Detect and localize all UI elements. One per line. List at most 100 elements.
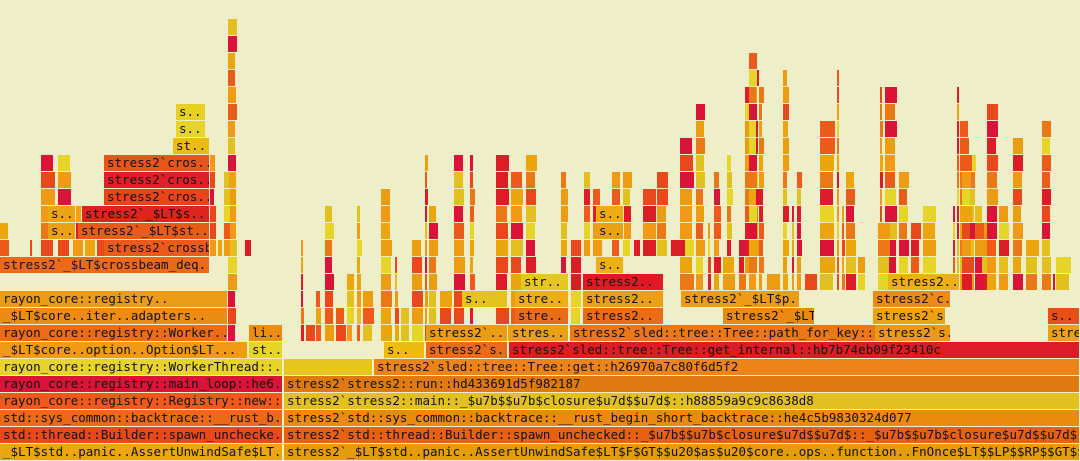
flame-frame[interactable] [1042,189,1051,205]
flame-frame[interactable]: stress2`std::thread::Builder::spawn_unch… [284,427,1080,444]
flame-frame[interactable] [885,172,895,188]
flame-frame[interactable] [792,274,794,290]
flame-frame[interactable] [987,172,997,188]
flame-frame[interactable] [759,223,764,239]
flame-frame[interactable] [454,223,464,239]
flame-frame[interactable] [425,223,427,239]
flame-frame[interactable]: str.. [521,274,569,291]
flame-frame[interactable] [957,121,959,137]
flame-frame[interactable] [526,189,536,205]
flame-frame[interactable] [224,206,230,222]
flame-frame[interactable] [429,206,436,222]
flame-frame[interactable] [526,240,535,256]
flame-frame[interactable] [228,172,236,188]
flame-frame[interactable] [797,274,801,290]
flame-frame[interactable] [511,223,523,239]
flame-frame[interactable] [837,240,839,256]
flame-frame[interactable] [755,70,759,86]
flame-frame[interactable] [767,274,780,290]
flame-frame[interactable] [363,308,374,324]
flame-frame[interactable] [470,172,473,188]
flame-frame[interactable] [696,274,703,290]
flame-frame[interactable] [1053,274,1055,290]
flame-frame[interactable] [783,70,787,86]
flame-frame[interactable] [749,189,756,205]
flame-frame[interactable] [759,138,764,154]
flame-frame[interactable] [727,189,733,205]
flame-frame[interactable] [316,308,321,324]
flame-frame[interactable] [425,257,427,273]
flame-frame[interactable] [301,257,303,273]
flame-frame[interactable] [749,172,757,188]
flame-frame[interactable] [714,240,719,256]
flame-frame[interactable] [571,291,581,307]
flame-frame[interactable] [837,70,839,86]
flame-frame[interactable] [842,257,844,273]
flame-frame[interactable] [363,325,372,341]
flame-frame[interactable] [842,206,844,222]
flame-frame[interactable] [41,172,55,188]
flame-frame[interactable] [623,206,631,222]
flame-frame[interactable] [1026,274,1037,290]
flame-frame[interactable] [783,257,787,273]
flame-frame[interactable] [97,240,104,256]
flame-frame[interactable] [885,206,897,222]
flame-frame[interactable] [429,240,438,256]
flame-frame[interactable] [885,189,896,205]
flame-frame[interactable] [696,206,704,222]
flame-frame[interactable] [820,172,833,188]
flame-frame[interactable] [962,189,970,205]
flame-frame[interactable] [999,206,1008,222]
flame-frame[interactable]: std::sys_common::backtrace::__rust_b... [0,410,283,427]
flame-frame[interactable] [412,257,422,273]
flame-frame[interactable] [228,274,237,290]
flame-frame[interactable] [957,257,959,273]
flame-frame[interactable] [696,189,703,205]
flame-frame[interactable] [970,206,974,222]
flame-frame[interactable] [401,308,409,324]
flame-frame[interactable] [749,138,756,154]
flame-frame[interactable] [880,189,882,205]
flame-frame[interactable] [792,206,794,222]
flame-frame[interactable] [412,274,422,290]
flame-frame[interactable] [755,138,758,154]
flame-frame[interactable] [454,274,465,290]
flame-frame[interactable] [858,274,865,290]
flame-frame[interactable] [846,274,856,290]
flame-frame[interactable] [228,53,235,69]
flame-frame[interactable] [842,223,844,239]
flame-frame[interactable] [657,223,666,239]
flame-frame[interactable] [1013,206,1021,222]
flame-frame[interactable]: stres.. [1048,325,1080,342]
flame-frame[interactable] [911,223,921,239]
flame-frame[interactable] [58,155,70,171]
flame-frame[interactable] [783,274,788,290]
flame-frame[interactable] [759,240,763,256]
flame-frame[interactable]: s.. [48,223,76,240]
flame-frame[interactable] [878,223,890,239]
flame-frame[interactable]: st.. [249,342,283,359]
flame-frame[interactable] [911,240,919,256]
flame-frame[interactable] [820,257,835,273]
flame-frame[interactable] [797,189,801,205]
flame-frame[interactable] [878,257,889,273]
flame-frame[interactable] [228,325,235,341]
flame-frame[interactable] [224,223,230,239]
flame-frame[interactable] [306,325,315,341]
flame-frame[interactable]: stress2`sled::tree::Tree::get::h26970a7c… [374,359,1080,376]
flame-frame[interactable]: li.. [249,325,283,342]
flame-frame[interactable] [975,206,982,222]
flame-frame[interactable] [797,240,802,256]
flame-frame[interactable] [975,257,982,273]
flame-frame[interactable]: stress2`cros.. [104,155,210,172]
flame-frame[interactable] [680,172,694,188]
flame-frame[interactable] [714,274,719,290]
flame-frame[interactable] [792,257,794,273]
flame-frame[interactable]: stre.. [515,291,569,308]
flame-frame[interactable] [357,325,360,341]
flame-frame[interactable] [923,240,936,256]
flame-frame[interactable] [696,172,705,188]
flame-frame[interactable] [953,206,955,222]
flame-frame[interactable] [357,308,361,324]
flame-frame[interactable] [526,257,536,273]
